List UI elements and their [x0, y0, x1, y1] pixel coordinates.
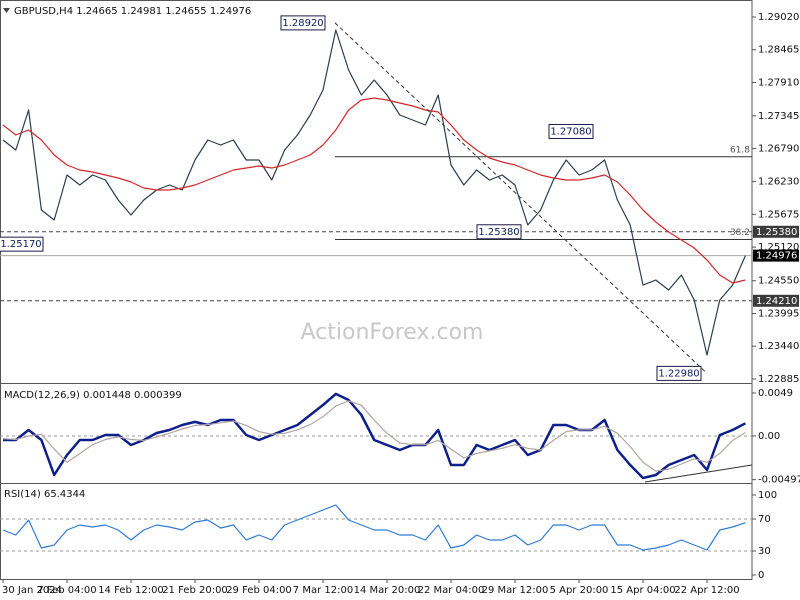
price-annotation-label: 1.27080 — [550, 126, 591, 137]
x-tick-label: 14 Mar 20:00 — [354, 585, 421, 596]
price-tag-label: 1.24210 — [756, 296, 797, 307]
x-tick-label: 22 Apr 12:00 — [674, 585, 739, 596]
macd-trendline — [644, 464, 753, 483]
price-tag-label: 1.24976 — [756, 251, 797, 262]
series-line — [3, 392, 746, 480]
series-line — [2, 504, 746, 551]
x-tick-label: 21 Feb 20:00 — [162, 585, 228, 596]
series-line — [2, 400, 746, 472]
panel-title: MACD(12,26,9) 0.001448 0.000399 — [4, 390, 182, 401]
watermark: ActionForex.com — [301, 320, 484, 345]
x-tick-label: 7 Feb 04:00 — [37, 585, 96, 596]
x-tick-label: 7 Mar 12:00 — [293, 585, 353, 596]
price-annotation — [656, 365, 702, 381]
x-tick-label: 29 Feb 04:00 — [226, 585, 292, 596]
y-tick-label: 1.28465 — [758, 45, 799, 56]
x-tick-label: 29 Mar 12:00 — [482, 585, 549, 596]
symbol-icon — [3, 8, 10, 13]
y-tick-label: 1.25675 — [758, 209, 799, 220]
y-tick-label: 1.24550 — [758, 276, 799, 287]
x-tick-label: 22 Mar 04:00 — [418, 585, 485, 596]
y-tick-label: 1.26790 — [758, 144, 799, 155]
y-tick-label: -0.004978 — [758, 475, 800, 486]
price-annotation-label: 1.22980 — [658, 368, 699, 379]
y-tick-label: 70 — [758, 514, 771, 525]
price-annotation — [548, 123, 594, 139]
price-tag — [753, 225, 799, 238]
x-tick-label: 5 Apr 20:00 — [550, 585, 609, 596]
y-tick-label: 1.27345 — [758, 111, 799, 122]
price-tag-label: 1.25380 — [756, 227, 797, 238]
x-tick-label: 14 Feb 12:00 — [98, 585, 164, 596]
x-tick-label: 15 Apr 04:00 — [610, 585, 675, 596]
y-tick-label: 0.0049 — [758, 388, 793, 399]
price-annotation-label: 1.25170 — [0, 239, 41, 250]
price-tag — [753, 249, 799, 262]
fib-label: 61.8 — [730, 145, 750, 155]
price-annotation — [476, 224, 522, 240]
y-tick-label: 1.27910 — [758, 77, 799, 88]
y-tick-label: 0.00 — [758, 431, 780, 442]
series-line — [2, 29, 746, 356]
price-annotation — [0, 236, 44, 252]
x-tick-label: 30 Jan 2024 — [2, 585, 62, 596]
price-annotation-label: 1.25380 — [478, 227, 519, 238]
panel-title: RSI(14) 65.4344 — [4, 489, 85, 500]
y-tick-label: 1.23440 — [758, 341, 799, 352]
y-tick-label: 1.25120 — [758, 242, 799, 253]
series-line — [2, 97, 746, 284]
fib-label: 38.2 — [730, 228, 750, 238]
y-tick-label: 0 — [758, 570, 764, 581]
price-annotation — [280, 15, 326, 31]
chart-title: GBPUSD,H4 1.24665 1.24981 1.24655 1.2497… — [14, 6, 251, 17]
price-annotation-label: 1.28920 — [282, 18, 323, 29]
y-tick-label: 1.26230 — [758, 177, 799, 188]
y-tick-label: 1.23995 — [758, 308, 799, 319]
price-tag — [753, 294, 799, 307]
y-tick-label: 100 — [758, 490, 777, 501]
y-tick-label: 30 — [758, 546, 771, 557]
trendline — [334, 22, 708, 374]
plot-frame — [0, 0, 753, 580]
y-tick-label: 1.22885 — [758, 374, 799, 385]
y-tick-label: 1.29020 — [758, 12, 799, 23]
